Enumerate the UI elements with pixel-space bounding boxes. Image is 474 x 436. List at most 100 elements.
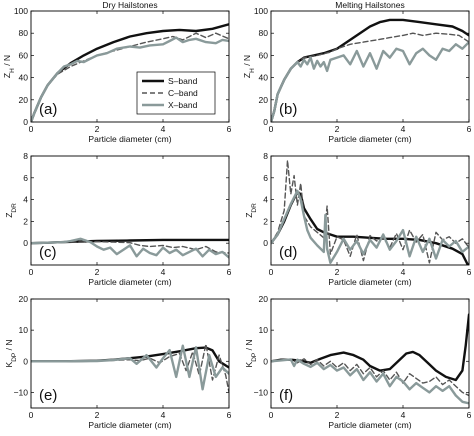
panel-a-xtick-label: 0	[29, 124, 34, 134]
panel-c-xtick-label: 2	[95, 267, 100, 277]
panel-d: 0 2 4 6 8 0 2 4 6 Particle diameter (cm) ZDR (d)	[244, 151, 472, 287]
panel-e-ytick-label: 20	[19, 294, 29, 304]
panel-c-ytick-label: 0	[23, 238, 28, 248]
panel-f-xtick-label: 2	[335, 410, 340, 420]
panel-b-xtick-label: 4	[401, 124, 406, 134]
panel-b-ytick-label: 60	[259, 50, 269, 60]
panel-e-xlabel: Particle diameter (cm)	[88, 420, 171, 430]
panel-d-ytick-label: 0	[263, 238, 268, 248]
panel-e-ytick-label: −10	[14, 387, 29, 397]
panel-f-xtick-label: 4	[401, 410, 406, 420]
panel-d-ytick-label: 6	[263, 173, 268, 183]
panel-f-ytick-label: 20	[259, 294, 269, 304]
panel-c-ytick-label: 6	[23, 173, 28, 183]
panel-b-series-sband	[271, 18, 469, 122]
panel-c-ytick-label: 8	[23, 151, 28, 161]
panel-d-frame	[270, 155, 470, 266]
panel-b-xtick-label: 2	[335, 124, 340, 134]
panel-b-ytick-label: 0	[263, 117, 268, 127]
panel-c-ytick-label: 4	[23, 195, 28, 205]
panel-d-ytick-label: 2	[263, 216, 268, 226]
panel-b-series-xband	[271, 40, 469, 122]
panel-e-series-xband	[31, 344, 229, 391]
panel-f-xlabel: Particle diameter (cm)	[328, 420, 411, 430]
panel-e-ytick-label: 0	[23, 356, 28, 366]
panel-c: 0 2 4 6 8 0 2 4 6 Particle diameter (cm) ZDR (c)	[4, 151, 232, 287]
panel-a-ytick-label: 60	[19, 50, 29, 60]
panel-f-ylabel: KDP / N	[244, 340, 258, 368]
panel-b-ytick-label: 80	[259, 28, 269, 38]
panel-a-xtick-label: 6	[227, 124, 232, 134]
legend-entry-label: S–band	[168, 76, 198, 86]
panel-d-series-cband	[271, 159, 469, 264]
panel-c-frame	[30, 155, 230, 266]
panel-f-frame	[270, 298, 470, 409]
panel-e-ylabel: KDP / N	[4, 340, 18, 368]
panel-c-xtick-label: 0	[29, 267, 34, 277]
panel-f-ytick-label: −10	[254, 387, 269, 397]
panel-f-series-sband	[271, 313, 469, 382]
panel-e: −10 0 10 20 0 2 4 6 Particle diameter (cm) KDP / …	[4, 294, 232, 430]
panel-f: −10 0 10 20 0 2 4 6 Particle diameter (cm) KDP / …	[244, 294, 472, 430]
panel-b-frame	[270, 10, 470, 123]
panel-d-ylabel: ZDR	[244, 203, 258, 218]
panel-e-label: (e)	[39, 387, 57, 404]
panel-f-series-cband	[271, 358, 469, 397]
legend-entry-label: X–band	[168, 100, 198, 110]
panel-f-series-xband	[271, 358, 469, 405]
panel-e-xtick-label: 4	[161, 410, 166, 420]
panel-c-ylabel: ZDR	[4, 203, 18, 218]
panel-a-ytick-label: 100	[14, 6, 28, 16]
panel-c-label: (c)	[39, 244, 57, 261]
panel-d-xtick-label: 2	[335, 267, 340, 277]
panel-d-xtick-label: 6	[467, 267, 472, 277]
panel-b-ytick-label: 100	[254, 6, 268, 16]
panel-c-xlabel: Particle diameter (cm)	[88, 277, 171, 287]
panel-a-ytick-label: 0	[23, 117, 28, 127]
panel-c-series-cband	[31, 240, 229, 254]
panel-f-label: (f)	[279, 387, 293, 404]
panel-d-xtick-label: 4	[401, 267, 406, 277]
panel-a-title: Dry Hailstones	[102, 0, 157, 10]
panel-b-ytick-label: 40	[259, 73, 269, 83]
panel-c-series-xband	[31, 237, 229, 259]
panel-b: Melting Hailstones 0 20 40 60 80 100 0 2 4 6 Partic…	[242, 0, 472, 144]
panel-a-label: (a)	[39, 101, 57, 118]
panel-e-frame	[30, 298, 230, 409]
panel-a-xtick-label: 2	[95, 124, 100, 134]
panel-a: Dry Hailstones 0 20 40 60 80 100 0 2 4 6 Particle d…	[2, 0, 232, 144]
panel-e-xtick-label: 6	[227, 410, 232, 420]
panel-f-ytick-label: 10	[259, 325, 269, 335]
panel-b-title: Melting Hailstones	[335, 0, 404, 10]
panel-a-frame	[30, 10, 230, 123]
panel-e-xtick-label: 2	[95, 410, 100, 420]
panel-a-ytick-label: 20	[19, 95, 29, 105]
panel-e-xtick-label: 0	[29, 410, 34, 420]
panel-a-ytick-label: 40	[19, 73, 29, 83]
panel-b-xtick-label: 6	[467, 124, 472, 134]
panel-a-ytick-label: 80	[19, 28, 29, 38]
panel-d-ytick-label: 8	[263, 151, 268, 161]
panel-f-xtick-label: 6	[467, 410, 472, 420]
panel-a-legend: S–band C–band X–band	[136, 71, 216, 115]
panel-b-series-cband	[271, 32, 469, 122]
panel-b-ylabel: ZH / N	[242, 55, 256, 78]
panel-c-xtick-label: 6	[227, 267, 232, 277]
panel-d-series-xband	[271, 189, 469, 264]
legend-entry-label: C–band	[168, 88, 198, 98]
panel-d-label: (d)	[279, 244, 297, 261]
panel-b-xtick-label: 0	[269, 124, 274, 134]
panel-a-xlabel: Particle diameter (cm)	[88, 134, 171, 144]
panel-f-ytick-label: 0	[263, 356, 268, 366]
panel-a-series-xband	[31, 36, 229, 122]
panel-d-xtick-label: 0	[269, 267, 274, 277]
panel-a-xtick-label: 4	[161, 124, 166, 134]
panel-c-ytick-label: 2	[23, 216, 28, 226]
panel-e-ytick-label: 10	[19, 325, 29, 335]
panel-b-xlabel: Particle diameter (cm)	[328, 134, 411, 144]
panel-c-xtick-label: 4	[161, 267, 166, 277]
panel-d-ytick-label: 4	[263, 195, 268, 205]
panel-f-xtick-label: 0	[269, 410, 274, 420]
panel-b-ytick-label: 20	[259, 95, 269, 105]
